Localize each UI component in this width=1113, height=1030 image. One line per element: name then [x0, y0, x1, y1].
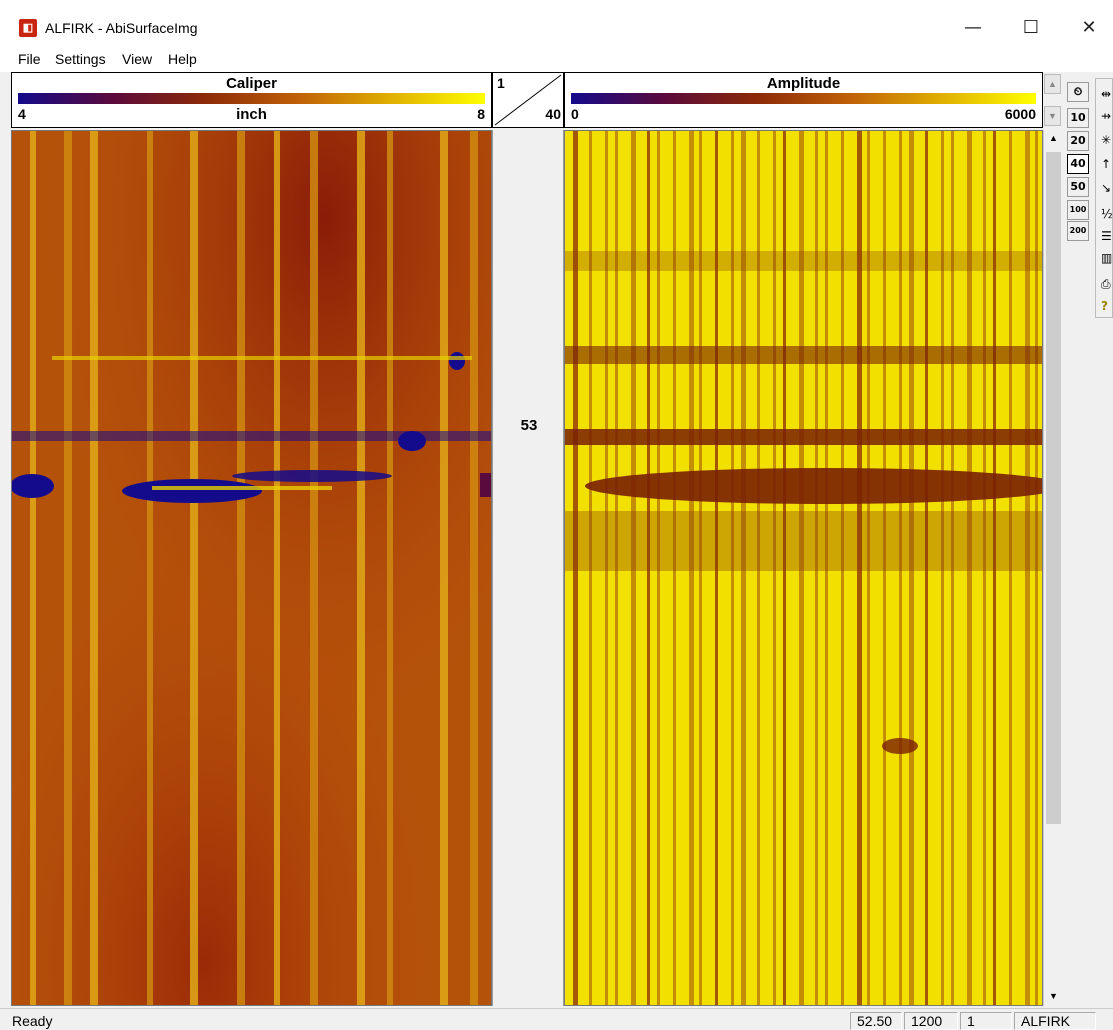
caliper-min: 4 — [18, 106, 26, 122]
amplitude-min: 0 — [571, 106, 579, 122]
status-value: 1200 — [904, 1012, 958, 1030]
scroll-down-icon[interactable]: ▼ — [1044, 988, 1063, 1005]
scale-top: 1 — [497, 75, 505, 91]
columns-icon[interactable]: ▥ — [1101, 251, 1113, 265]
amplitude-header: Amplitude 0 6000 — [564, 72, 1043, 128]
compass-icon[interactable]: ✳ — [1101, 133, 1112, 147]
zoom-50-button[interactable]: 50 — [1067, 177, 1089, 197]
status-name: ALFIRK — [1014, 1012, 1096, 1030]
caliper-header: Caliper 4 inch 8 — [11, 72, 492, 128]
header-scrollbar[interactable]: ▲ ▼ — [1043, 72, 1063, 128]
print-icon[interactable]: ⎙ — [1101, 277, 1111, 291]
tool-toolbar: ⇹ ⇸ ✳ ↑ ↘ ½ ☰ ▥ ⎙ ? — [1095, 78, 1113, 318]
zoom-10-button[interactable]: 10 — [1067, 108, 1089, 128]
step-1-icon[interactable]: ⇹ — [1101, 87, 1112, 101]
caliper-unit: inch — [236, 106, 267, 123]
depth-track: 53 — [492, 130, 564, 1006]
caliper-max: 8 — [477, 106, 485, 122]
maximize-button[interactable]: ☐ — [1022, 17, 1040, 38]
zoom-100-button[interactable]: 100 — [1067, 200, 1089, 220]
caliper-image-canvas — [12, 131, 491, 1005]
title-bar: ◧ ALFIRK - AbiSurfaceImg — ☐ ✕ — [0, 0, 1113, 48]
dip-icon[interactable]: ↘ — [1101, 181, 1112, 195]
amplitude-max: 6000 — [1004, 106, 1036, 122]
caliper-image[interactable] — [11, 130, 492, 1006]
clock-icon: ⏲ — [1073, 85, 1083, 98]
menu-file[interactable]: File — [18, 51, 41, 67]
amplitude-image[interactable] — [564, 130, 1043, 1006]
zoom-200-button[interactable]: 200 — [1067, 221, 1089, 241]
app-logo-icon: ◧ — [19, 19, 37, 37]
menu-view[interactable]: View — [122, 51, 153, 67]
status-depth: 52.50 — [850, 1012, 902, 1030]
menu-help[interactable]: Help — [168, 51, 197, 67]
north-icon[interactable]: ↑ — [1101, 157, 1112, 171]
status-ready: Ready — [12, 1013, 53, 1029]
vertical-scrollbar[interactable]: ▲ ▼ — [1043, 130, 1063, 1006]
menu-bar: File Settings View Help — [0, 48, 1113, 72]
fraction-icon[interactable]: ½ — [1101, 207, 1113, 221]
minimize-button[interactable]: — — [964, 17, 982, 38]
header-scroll-down-icon[interactable]: ▼ — [1044, 106, 1061, 126]
scroll-up-icon[interactable]: ▲ — [1044, 130, 1063, 147]
scale-diagonal — [494, 74, 562, 126]
zoom-20-button[interactable]: 20 — [1067, 131, 1089, 151]
depth-label: 53 — [520, 417, 538, 434]
close-button[interactable]: ✕ — [1081, 17, 1097, 38]
amplitude-title: Amplitude — [766, 75, 841, 92]
window-title: ALFIRK - AbiSurfaceImg — [45, 20, 198, 36]
rows-icon[interactable]: ☰ — [1101, 229, 1112, 243]
step-2-icon[interactable]: ⇸ — [1101, 109, 1112, 123]
caliper-color-scale — [18, 93, 485, 104]
amplitude-color-scale — [571, 93, 1036, 104]
scale-ratio-box: 1 40 — [492, 72, 564, 128]
menu-settings[interactable]: Settings — [55, 51, 106, 67]
status-bar: Ready 52.50 1200 1 ALFIRK — [0, 1008, 1113, 1030]
amplitude-image-canvas — [565, 131, 1042, 1005]
header-scroll-up-icon[interactable]: ▲ — [1044, 74, 1061, 94]
status-index: 1 — [960, 1012, 1012, 1030]
scroll-thumb[interactable] — [1046, 152, 1061, 824]
help-icon[interactable]: ? — [1101, 299, 1108, 313]
caliper-title: Caliper — [226, 75, 277, 92]
zoom-40-button[interactable]: 40 — [1067, 154, 1089, 174]
reset-zoom-button[interactable]: ⏲ — [1067, 82, 1089, 102]
zoom-toolbar: ⏲ 10 20 40 50 100 200 — [1067, 78, 1091, 241]
scale-bottom: 40 — [545, 106, 561, 122]
